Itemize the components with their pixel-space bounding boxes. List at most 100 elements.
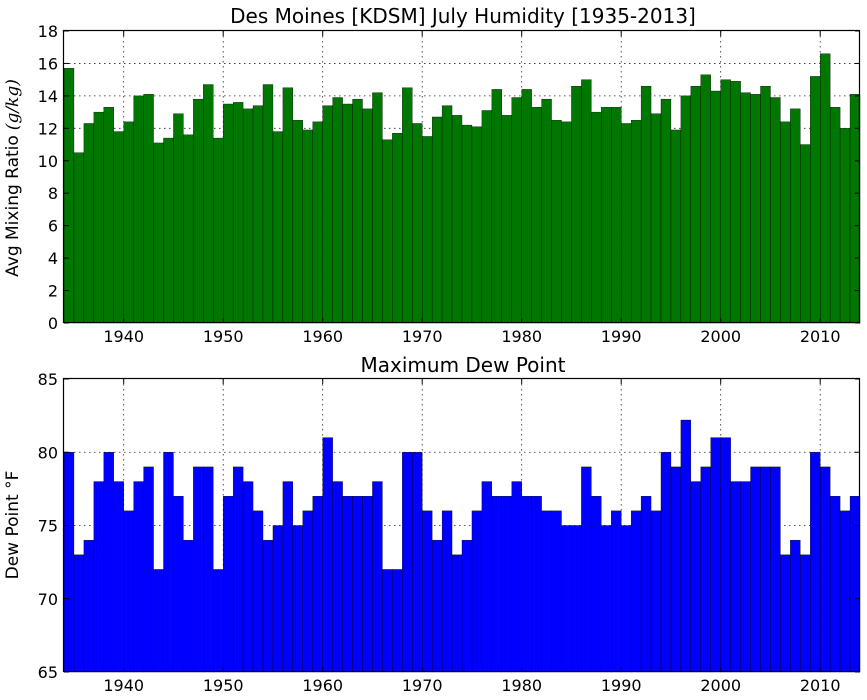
bar-1984	[561, 525, 572, 673]
bar-1936	[83, 123, 95, 324]
bar-1936	[83, 539, 95, 673]
bar-1938	[103, 452, 114, 673]
y-axis-label: Avg Mixing Ratio (g/kg)	[3, 79, 23, 277]
bars	[63, 53, 861, 324]
x-tick-label: 1960	[302, 327, 343, 346]
bar-1955	[272, 525, 284, 673]
bar-1998	[700, 466, 711, 673]
bar-1994	[660, 452, 672, 673]
bar-1963	[352, 98, 363, 324]
bar-1974	[461, 124, 473, 324]
x-tick-label: 1950	[203, 327, 244, 346]
bar-1986	[581, 79, 592, 324]
x-tick-labels: 1940 1950 1960 1970 1980 1990 2000 2010	[103, 327, 840, 346]
bar-1996	[680, 419, 692, 673]
bar-2012	[839, 510, 851, 673]
bar-1964	[362, 108, 373, 324]
bar-1958	[302, 510, 313, 673]
bar-1977	[491, 496, 502, 673]
y-tick-label: 14	[38, 87, 58, 106]
bar-1966	[382, 569, 393, 673]
bar-2000	[720, 79, 731, 324]
bar-2004	[760, 85, 771, 324]
bar-1969	[412, 123, 423, 324]
bar-1965	[372, 481, 383, 673]
x-tick-label: 1990	[601, 327, 642, 346]
bar-1975	[471, 126, 483, 324]
bar-1949	[213, 137, 224, 324]
bar-1976	[481, 481, 493, 673]
bar-1978	[501, 115, 512, 324]
bar-1995	[670, 129, 682, 324]
bar-1999	[710, 437, 721, 673]
bar-1997	[690, 481, 701, 673]
y-tick-labels: 65 70 75 80 85	[38, 370, 58, 682]
bar-1941	[133, 95, 144, 324]
ticks	[64, 30, 860, 324]
bar-1992	[640, 85, 652, 324]
bar-1942	[143, 94, 154, 324]
bar-1954	[262, 84, 274, 324]
bar-1970	[422, 510, 433, 673]
x-tick-label: 1990	[601, 676, 642, 695]
bar-2000	[720, 437, 731, 673]
bar-1981	[531, 496, 542, 673]
y-tick-label: 16	[38, 54, 58, 73]
bar-1978	[501, 496, 512, 673]
bar-1954	[262, 539, 274, 673]
bar-1944	[163, 452, 174, 673]
bar-1969	[412, 452, 423, 673]
bar-1983	[551, 120, 562, 324]
bar-1960	[322, 437, 333, 673]
bar-1968	[402, 452, 413, 673]
bar-1952	[242, 108, 254, 324]
x-tick-label: 2010	[800, 676, 841, 695]
bar-1956	[282, 481, 294, 673]
bar-1951	[232, 466, 244, 673]
chart-title: Des Moines [KDSM] July Humidity [1935-20…	[230, 4, 696, 28]
bar-1998	[700, 74, 711, 324]
bar-1938	[103, 107, 114, 324]
bar-1979	[511, 481, 522, 673]
y-axis-label: Dew Point °F	[3, 471, 23, 580]
y-tick-label: 70	[38, 590, 58, 609]
bar-1939	[113, 481, 124, 673]
y-tick-labels: 0 2 4 6 8 10 12 14 16 18	[38, 22, 58, 333]
bar-1970	[422, 136, 433, 324]
bar-1940	[123, 510, 134, 673]
y-axis-label-text: Avg Mixing Ratio	[3, 135, 23, 277]
bar-1990	[621, 525, 632, 673]
x-tick-label: 2010	[800, 327, 841, 346]
y-tick-label: 6	[48, 217, 58, 236]
y-tick-label: 12	[38, 119, 58, 138]
bar-1973	[451, 554, 463, 673]
y-tick-label: 80	[38, 443, 58, 462]
bar-1980	[521, 89, 532, 324]
bar-1967	[392, 133, 403, 324]
y-tick-label: 10	[38, 152, 58, 171]
bar-1963	[352, 496, 363, 673]
bar-1945	[173, 113, 184, 324]
bar-1947	[193, 466, 204, 673]
y-tick-label: 65	[38, 663, 58, 682]
bar-1946	[183, 134, 194, 324]
bar-1944	[163, 137, 174, 324]
x-tick-label: 1960	[302, 676, 343, 695]
bar-1952	[242, 481, 254, 673]
x-tick-labels: 1940 1950 1960 1970 1980 1990 2000 2010	[103, 676, 840, 695]
bar-2010	[820, 466, 831, 673]
bar-1991	[630, 510, 642, 673]
bar-1958	[302, 129, 313, 324]
y-tick-label: 0	[48, 314, 58, 333]
bar-2001	[730, 481, 741, 673]
bar-2008	[800, 144, 811, 324]
bar-1974	[461, 539, 473, 673]
y-tick-label: 2	[48, 282, 58, 301]
bar-2002	[740, 481, 751, 673]
bar-1951	[232, 102, 244, 324]
bar-1955	[272, 131, 284, 324]
bar-1993	[650, 113, 662, 324]
bar-1984	[561, 121, 572, 324]
bar-2008	[800, 554, 811, 673]
